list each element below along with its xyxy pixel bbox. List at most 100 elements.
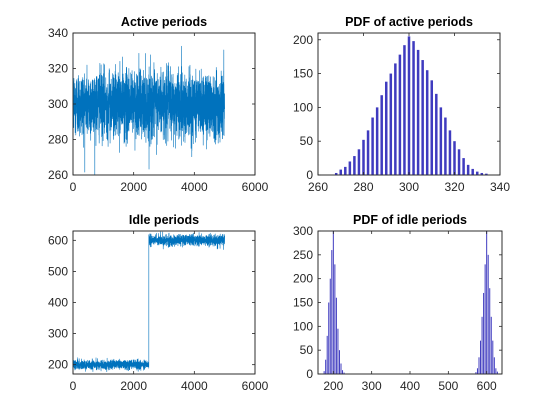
- histogram-bar: [412, 41, 415, 175]
- histogram-bar: [466, 164, 470, 175]
- histogram-bar: [366, 130, 370, 175]
- axes-box: [317, 230, 503, 375]
- histogram-bar: [398, 54, 402, 175]
- x-tick-label: 400: [400, 379, 420, 393]
- histogram-bar: [476, 368, 478, 374]
- histogram-bar: [485, 173, 488, 175]
- histogram-bar: [335, 297, 337, 374]
- y-tick-label: 100: [293, 319, 313, 333]
- histogram-bar: [384, 81, 388, 175]
- histogram-bar: [471, 168, 474, 175]
- histogram-bar: [489, 288, 491, 374]
- histogram-bar: [403, 45, 406, 175]
- histogram-bar: [462, 158, 465, 175]
- histogram-bar: [326, 335, 328, 374]
- histogram-bar: [353, 156, 356, 175]
- plot-area: [317, 230, 503, 375]
- histogram-bar: [362, 139, 365, 175]
- histogram-bar: [481, 316, 483, 374]
- histogram-bar: [425, 70, 429, 175]
- histogram-bar: [444, 117, 447, 175]
- histogram-bar: [475, 171, 479, 175]
- subplot-pdf-idle-periods: PDF of idle periods 200 300 400 500 600 0 50 10…: [293, 213, 503, 393]
- x-tick-label: 500: [438, 379, 458, 393]
- histogram-bar: [484, 264, 486, 374]
- histogram-bar: [380, 95, 383, 175]
- subplot-active-periods: Active periods 0 2000 4000 6000 260 280 300 320…: [48, 15, 269, 194]
- x-tick-label: 300: [362, 379, 382, 393]
- histogram-bar: [337, 328, 339, 374]
- y-tick-label: 50: [300, 343, 314, 357]
- histogram-bar: [348, 161, 352, 175]
- histogram-bar: [480, 172, 484, 175]
- y-tick-label: 280: [48, 133, 68, 147]
- y-tick-label: 50: [300, 134, 314, 148]
- histogram-bar: [487, 254, 489, 374]
- x-tick-label: 340: [490, 180, 510, 194]
- y-tick-label: 300: [293, 224, 313, 238]
- histogram-bar: [323, 371, 325, 374]
- plot-area: [72, 230, 256, 375]
- y-tick-label: 150: [293, 296, 313, 310]
- histogram-bar: [490, 316, 492, 374]
- histogram-bar: [342, 370, 344, 374]
- x-tick-label: 600: [477, 379, 497, 393]
- y-tick-label: 340: [48, 26, 68, 40]
- y-tick-label: 260: [48, 168, 68, 182]
- histogram-bar: [492, 340, 494, 374]
- x-tick-label: 280: [353, 180, 373, 194]
- x-tick-label: 0: [70, 180, 77, 194]
- histogram-bar: [334, 172, 338, 175]
- histogram-bar: [331, 250, 333, 374]
- subplot-pdf-active-periods: PDF of active periods 260 280 300 320 340 0 50…: [293, 15, 510, 194]
- histogram-bar: [375, 107, 379, 175]
- y-tick-label: 200: [293, 272, 313, 286]
- histogram-bar: [495, 368, 497, 374]
- axes-box: [72, 230, 256, 375]
- histogram-bar: [407, 36, 411, 175]
- x-tick-label: 6000: [242, 379, 269, 393]
- y-tick-label: 200: [48, 358, 68, 372]
- plot-content: [73, 231, 225, 373]
- histogram-bar: [448, 130, 452, 175]
- histogram-bar: [496, 371, 498, 374]
- histogram-bar: [340, 363, 342, 374]
- y-tick-label: 250: [293, 248, 313, 262]
- histogram-bar: [480, 340, 482, 374]
- histogram-bar: [344, 166, 347, 175]
- histogram-bar: [439, 107, 443, 175]
- histogram-bar: [416, 49, 420, 175]
- axes-box: [72, 32, 256, 176]
- x-tick-label: 2000: [120, 379, 147, 393]
- x-tick-label: 4000: [181, 379, 208, 393]
- x-tick-label: 6000: [242, 180, 269, 194]
- chart-title: Idle periods: [129, 213, 199, 227]
- chart-title: PDF of idle periods: [353, 213, 467, 227]
- x-tick-label: 200: [323, 379, 343, 393]
- histogram-bar: [493, 357, 495, 374]
- subplot-idle-periods: Idle periods 0 2000 4000 6000 200 300 400 500 60…: [48, 213, 269, 393]
- y-tick-label: 200: [293, 33, 313, 47]
- x-tick-label: 320: [444, 180, 464, 194]
- axes-box: [317, 32, 501, 176]
- plot-content: [73, 45, 225, 175]
- plot-content: [334, 36, 488, 175]
- chart-title: PDF of active periods: [345, 15, 473, 29]
- histogram-bar: [483, 292, 485, 374]
- histogram-bar: [421, 60, 424, 175]
- y-tick-label: 100: [293, 100, 313, 114]
- x-tick-label: 260: [308, 180, 328, 194]
- histogram-bar: [325, 359, 327, 374]
- x-tick-label: 0: [70, 379, 77, 393]
- histogram-bar: [371, 117, 374, 175]
- y-tick-label: 150: [293, 67, 313, 81]
- histogram-bar: [357, 149, 361, 175]
- y-tick-label: 320: [48, 62, 68, 76]
- histogram-bar: [394, 63, 397, 175]
- histogram-bar: [486, 231, 488, 374]
- histogram-bar: [338, 350, 340, 374]
- histogram-bar: [389, 73, 393, 175]
- series-line: [73, 45, 225, 175]
- histogram-bar: [343, 372, 345, 374]
